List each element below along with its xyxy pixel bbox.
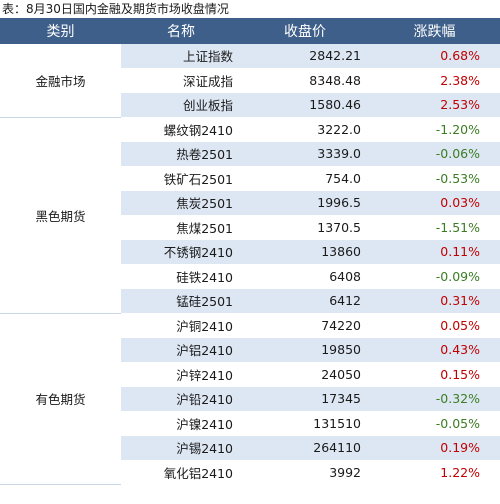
close-price-cell: 131510 xyxy=(241,411,369,436)
table-row: 不锈钢2410 13860 0.11% xyxy=(0,239,500,265)
close-price-cell: 1370.5 xyxy=(241,215,369,240)
close-price-cell: 2842.21 xyxy=(241,44,369,69)
close-price-cell: 24050 xyxy=(241,362,369,387)
name-cell: 锰硅2501 xyxy=(121,288,241,314)
change-cell: 0.19% xyxy=(369,435,500,461)
table-row: 硅铁2410 6408 -0.09% xyxy=(0,264,500,289)
table-row: 金融市场 上证指数 2842.21 0.68% xyxy=(0,44,500,118)
table-row: 深证成指 8348.48 2.38% xyxy=(0,68,500,93)
table-row: 焦炭2501 1996.5 0.03% xyxy=(0,190,500,216)
category-cell: 金融市场 xyxy=(0,44,121,118)
close-price-cell: 264110 xyxy=(241,435,369,461)
change-cell: 2.53% xyxy=(369,92,500,118)
change-cell: -1.51% xyxy=(369,215,500,240)
category-cell: 黑色期货 xyxy=(0,117,121,314)
close-price-cell: 6408 xyxy=(241,264,369,289)
table-row: 锰硅2501 6412 0.31% xyxy=(0,288,500,314)
change-cell: 0.05% xyxy=(369,313,500,338)
table-body: 金融市场 上证指数 2842.21 0.68% 深证成指 8348.48 2.38% 创业板指… xyxy=(0,44,500,485)
table-row: 氧化铝2410 3992 1.22% xyxy=(0,460,500,485)
change-cell: 0.68% xyxy=(369,44,500,69)
change-cell: 0.43% xyxy=(369,337,500,363)
change-cell: -1.20% xyxy=(369,117,500,142)
change-cell: 0.11% xyxy=(369,239,500,265)
name-cell: 硅铁2410 xyxy=(121,264,241,289)
table-row: 有色期货 沪铜2410 74220 0.05% xyxy=(0,313,500,485)
header-change: 涨跌幅 xyxy=(369,18,500,44)
table-row: 沪锌2410 24050 0.15% xyxy=(0,362,500,387)
close-price-cell: 8348.48 xyxy=(241,68,369,93)
table-row: 创业板指 1580.46 2.53% xyxy=(0,92,500,118)
change-cell: -0.32% xyxy=(369,386,500,412)
close-price-cell: 13860 xyxy=(241,239,369,265)
change-cell: -0.53% xyxy=(369,166,500,191)
change-cell: 0.31% xyxy=(369,288,500,314)
close-price-cell: 6412 xyxy=(241,288,369,314)
table-row: 沪铝2410 19850 0.43% xyxy=(0,337,500,363)
change-cell: -0.09% xyxy=(369,264,500,289)
close-price-cell: 17345 xyxy=(241,386,369,412)
name-cell: 沪铅2410 xyxy=(121,386,241,412)
name-cell: 创业板指 xyxy=(121,92,241,118)
header-close-price: 收盘价 xyxy=(241,18,369,44)
name-cell: 沪锌2410 xyxy=(121,362,241,387)
close-price-cell: 19850 xyxy=(241,337,369,363)
header-row: 类别 名称 收盘价 涨跌幅 xyxy=(0,18,500,44)
change-cell: 0.15% xyxy=(369,362,500,387)
close-price-cell: 3992 xyxy=(241,460,369,485)
name-cell: 焦煤2501 xyxy=(121,215,241,240)
name-cell: 沪锡2410 xyxy=(121,435,241,461)
name-cell: 焦炭2501 xyxy=(121,190,241,216)
table-row: 铁矿石2501 754.0 -0.53% xyxy=(0,166,500,191)
change-cell: 2.38% xyxy=(369,68,500,93)
table-row: 沪镍2410 131510 -0.05% xyxy=(0,411,500,436)
change-cell: 0.03% xyxy=(369,190,500,216)
market-close-table: 类别 名称 收盘价 涨跌幅 金融市场 上证指数 2842.21 0.68% 深证成指 83… xyxy=(0,18,500,485)
close-price-cell: 754.0 xyxy=(241,166,369,191)
name-cell: 上证指数 xyxy=(121,44,241,69)
change-cell: -0.05% xyxy=(369,411,500,436)
name-cell: 沪镍2410 xyxy=(121,411,241,436)
name-cell: 沪铝2410 xyxy=(121,337,241,363)
header-name: 名称 xyxy=(121,18,241,44)
name-cell: 深证成指 xyxy=(121,68,241,93)
name-cell: 铁矿石2501 xyxy=(121,166,241,191)
close-price-cell: 74220 xyxy=(241,313,369,338)
name-cell: 不锈钢2410 xyxy=(121,239,241,265)
close-price-cell: 1996.5 xyxy=(241,190,369,216)
table-row: 沪铅2410 17345 -0.32% xyxy=(0,386,500,412)
category-cell: 有色期货 xyxy=(0,313,121,485)
table-row: 黑色期货 螺纹钢2410 3222.0 -1.20% xyxy=(0,117,500,314)
table-row: 沪锡2410 264110 0.19% xyxy=(0,435,500,461)
table-row: 焦煤2501 1370.5 -1.51% xyxy=(0,215,500,240)
name-cell: 热卷2501 xyxy=(121,141,241,167)
table-caption: 表：8月30日国内金融及期货市场收盘情况 xyxy=(2,2,229,16)
close-price-cell: 3339.0 xyxy=(241,141,369,167)
change-cell: 1.22% xyxy=(369,460,500,485)
header-category: 类别 xyxy=(0,18,121,44)
close-price-cell: 3222.0 xyxy=(241,117,369,142)
name-cell: 氧化铝2410 xyxy=(121,460,241,485)
name-cell: 沪铜2410 xyxy=(121,313,241,338)
name-cell: 螺纹钢2410 xyxy=(121,117,241,142)
change-cell: -0.06% xyxy=(369,141,500,167)
close-price-cell: 1580.46 xyxy=(241,92,369,118)
table-row: 热卷2501 3339.0 -0.06% xyxy=(0,141,500,167)
